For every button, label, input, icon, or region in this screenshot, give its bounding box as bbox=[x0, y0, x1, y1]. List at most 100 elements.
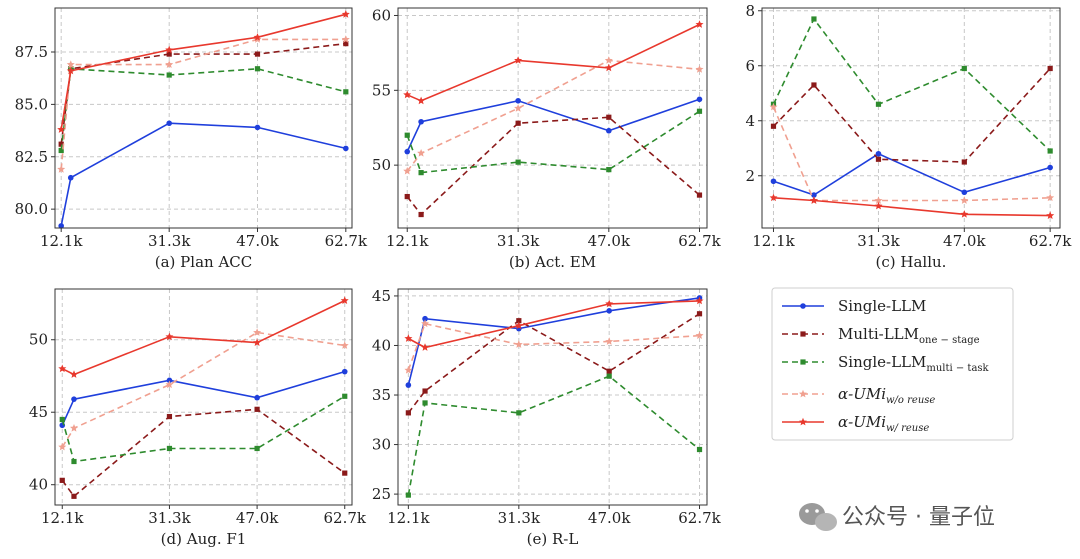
data-point bbox=[695, 65, 704, 73]
y-tick-label: 6 bbox=[745, 57, 755, 75]
y-tick-label: 45 bbox=[372, 287, 391, 305]
x-tick-label: 47.0k bbox=[588, 232, 631, 250]
series-line bbox=[406, 116, 701, 216]
data-point bbox=[606, 114, 612, 120]
series-umi-w bbox=[57, 10, 350, 133]
data-point bbox=[340, 296, 349, 304]
data-point bbox=[58, 141, 64, 147]
y-tick-label: 30 bbox=[372, 436, 391, 454]
series-umi-w bbox=[403, 20, 704, 105]
data-point bbox=[696, 192, 703, 198]
data-point bbox=[67, 174, 74, 181]
series-single-multi bbox=[405, 373, 703, 498]
panel-caption: (c) Hallu. bbox=[876, 253, 947, 271]
data-point bbox=[605, 299, 614, 308]
series-line bbox=[407, 375, 701, 496]
data-point bbox=[875, 101, 882, 107]
data-point bbox=[606, 127, 612, 134]
x-tick-label: 62.7k bbox=[678, 232, 721, 250]
data-point bbox=[605, 337, 614, 345]
data-point bbox=[696, 446, 703, 453]
panel-caption: (b) Act. EM bbox=[509, 253, 596, 271]
x-tick-label: 47.0k bbox=[236, 232, 279, 250]
series-line bbox=[60, 42, 346, 145]
data-point bbox=[254, 445, 260, 452]
x-tick-label: 62.7k bbox=[323, 509, 366, 527]
data-point bbox=[340, 341, 349, 349]
data-point bbox=[343, 145, 349, 152]
data-point bbox=[404, 132, 410, 138]
legend-marker bbox=[799, 417, 807, 426]
legend-entry-multi-llm-one-stage: Multi-LLMone − stage bbox=[782, 325, 980, 346]
legend-label-umi-wo-reuse: α-UMiw/o reuse bbox=[838, 385, 935, 406]
data-point bbox=[342, 393, 348, 399]
data-point bbox=[770, 178, 777, 185]
data-point bbox=[165, 380, 174, 389]
series-multi-one bbox=[405, 311, 703, 416]
plot-frame bbox=[54, 288, 353, 506]
data-point bbox=[253, 338, 262, 346]
data-point bbox=[514, 340, 523, 348]
x-tick-label: 12.1k bbox=[41, 509, 84, 527]
data-point bbox=[341, 35, 350, 43]
series-multi-one bbox=[770, 65, 1053, 165]
series-umi-w bbox=[58, 296, 349, 378]
data-point bbox=[404, 148, 411, 155]
x-tick-label: 62.7k bbox=[1029, 232, 1072, 250]
legend-marker bbox=[799, 389, 807, 398]
data-point bbox=[606, 307, 612, 314]
legend-entry-single-llm-multi-task: Single-LLMmulti − task bbox=[782, 353, 990, 374]
data-point bbox=[421, 319, 429, 328]
data-point bbox=[961, 189, 968, 196]
legend-frame bbox=[771, 287, 1014, 441]
y-tick-label: 50 bbox=[29, 331, 48, 349]
x-tick-label: 12.1k bbox=[40, 232, 83, 250]
series-umi-wo bbox=[58, 328, 349, 451]
data-point bbox=[165, 332, 174, 341]
data-point bbox=[961, 159, 967, 165]
y-tick-label: 40 bbox=[372, 336, 391, 354]
legend-marker bbox=[800, 331, 806, 337]
data-point bbox=[695, 296, 704, 305]
x-tick-label: 31.3k bbox=[498, 509, 541, 527]
data-point bbox=[166, 445, 173, 452]
panel-caption: (e) R-L bbox=[527, 530, 579, 548]
series-line bbox=[406, 110, 700, 174]
data-point bbox=[1047, 65, 1053, 72]
data-point bbox=[606, 167, 612, 173]
legend-entry-single-llm: Single-LLM bbox=[782, 297, 926, 315]
watermark-text: 公众号 · 量子位 bbox=[842, 505, 995, 530]
data-point bbox=[403, 166, 412, 175]
series-multi-one bbox=[404, 114, 703, 218]
data-point bbox=[769, 102, 778, 111]
data-point bbox=[341, 368, 348, 375]
series-line bbox=[773, 152, 1051, 196]
data-point bbox=[59, 422, 66, 429]
legend-label-multi-llm: Multi-LLMone − stage bbox=[838, 325, 980, 346]
legend: Single-LLM Multi-LLMone − stage Single-L… bbox=[771, 287, 1014, 441]
series-single-multi bbox=[404, 108, 703, 176]
legend-label-single-llm: Single-LLM bbox=[838, 297, 926, 315]
data-point bbox=[696, 96, 703, 103]
series-line bbox=[406, 98, 700, 153]
series-single bbox=[58, 120, 349, 229]
data-point bbox=[514, 56, 523, 64]
x-tick-label: 47.0k bbox=[236, 509, 279, 527]
data-point bbox=[695, 331, 704, 339]
series-line bbox=[406, 59, 700, 172]
series-single-multi bbox=[59, 393, 348, 465]
data-point bbox=[70, 370, 78, 378]
series-line bbox=[61, 370, 345, 426]
y-tick-label: 55 bbox=[372, 81, 391, 99]
series-line bbox=[407, 322, 700, 371]
x-tick-label: 31.3k bbox=[148, 232, 191, 250]
series-single bbox=[770, 150, 1053, 198]
panel-caption: (d) Aug. F1 bbox=[161, 530, 247, 548]
data-point bbox=[875, 156, 882, 162]
data-point bbox=[960, 210, 969, 218]
chart-panel-3: 12.1k 31.3k 47.0k 62.7k 40 45 50 (d) Aug. F1 bbox=[29, 288, 367, 548]
data-point bbox=[254, 406, 260, 412]
data-point bbox=[875, 150, 882, 157]
data-point bbox=[59, 477, 65, 483]
data-point bbox=[404, 193, 410, 200]
